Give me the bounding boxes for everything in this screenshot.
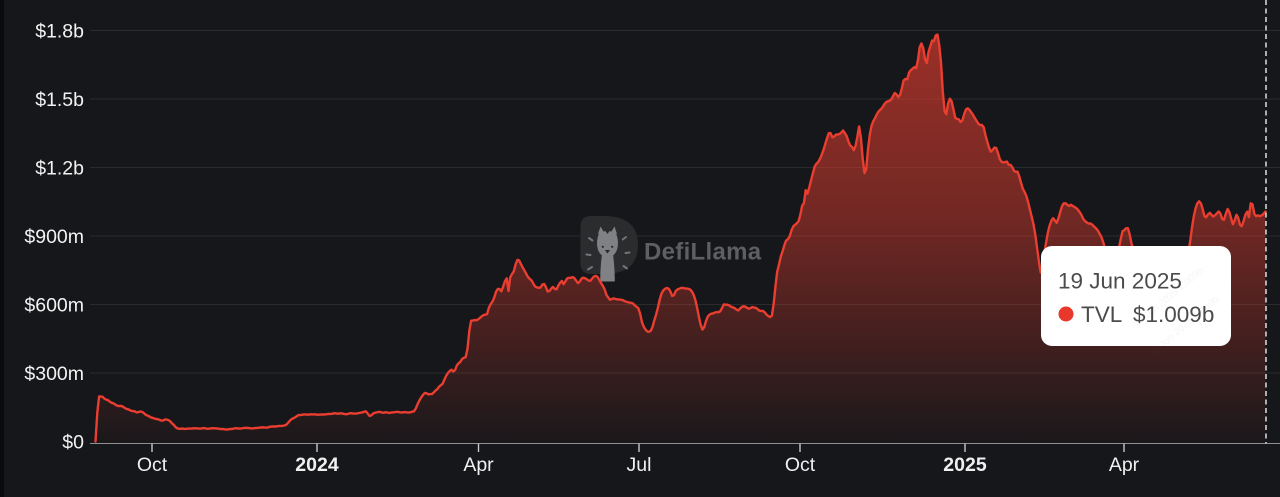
svg-text:2024: 2024 [295, 454, 339, 476]
svg-text:$600m: $600m [24, 294, 84, 316]
svg-text:$1.5b: $1.5b [35, 89, 84, 111]
svg-text:$300m: $300m [24, 363, 84, 385]
svg-text:$900m: $900m [24, 226, 84, 248]
svg-text:Apr: Apr [1109, 454, 1140, 476]
svg-text:$0: $0 [62, 431, 84, 453]
svg-text:$1.2b: $1.2b [35, 157, 84, 179]
svg-text:Oct: Oct [137, 454, 168, 476]
svg-text:2025: 2025 [943, 454, 987, 476]
svg-text:DefiLlama: DefiLlama [644, 239, 762, 266]
svg-text:$1.009b: $1.009b [1133, 302, 1214, 327]
svg-text:Apr: Apr [463, 454, 494, 476]
svg-text:Oct: Oct [785, 454, 816, 476]
svg-text:19 Jun 2025: 19 Jun 2025 [1058, 269, 1182, 294]
svg-text:Jul: Jul [627, 454, 652, 476]
svg-text:$1.8b: $1.8b [35, 20, 84, 42]
svg-text:TVL: TVL [1081, 302, 1122, 327]
